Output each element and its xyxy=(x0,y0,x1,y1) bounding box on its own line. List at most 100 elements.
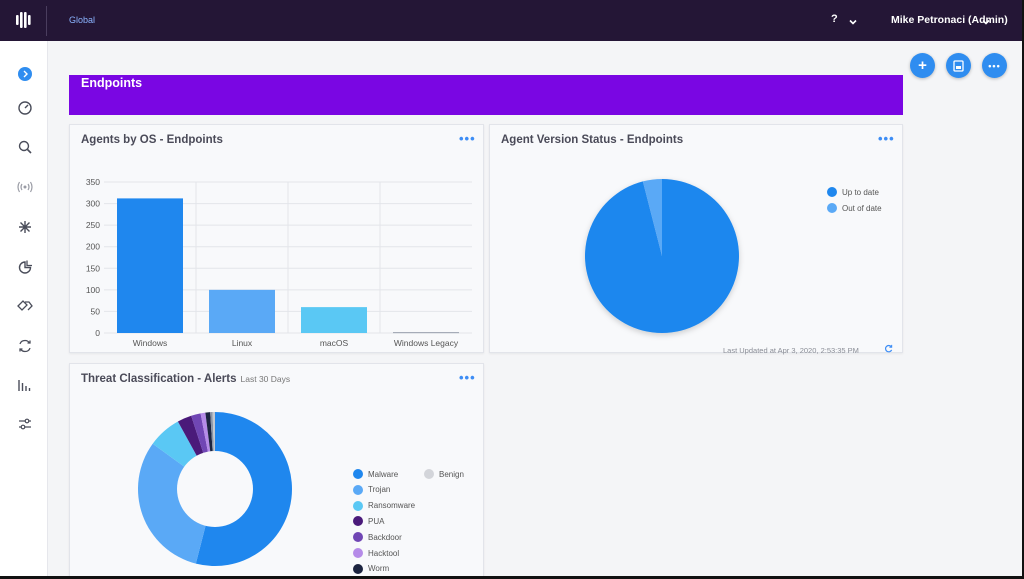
legend-label: Ransomware xyxy=(368,501,416,511)
sentinelone-logo-icon[interactable] xyxy=(14,10,34,30)
chevron-down-icon[interactable] xyxy=(981,14,991,32)
dashboard-gauge-icon xyxy=(18,101,32,115)
sidebar-item-threats[interactable] xyxy=(16,218,34,236)
user-menu[interactable]: Mike Petronaci (Admin) xyxy=(891,14,1008,26)
sidebar-item-tags[interactable] xyxy=(16,297,34,315)
sidebar-item-dashboard[interactable] xyxy=(16,99,34,117)
sidebar-item-reports[interactable] xyxy=(16,258,34,276)
sidebar-item-search[interactable] xyxy=(16,138,34,156)
chevron-down-icon[interactable] xyxy=(848,14,858,32)
legend-item[interactable]: Up to date xyxy=(827,187,879,197)
legend-item[interactable]: Benign xyxy=(424,469,464,479)
pie-slice[interactable] xyxy=(642,179,662,256)
legend-label: Out of date xyxy=(842,203,882,213)
bar[interactable] xyxy=(209,289,275,333)
legend-label: Trojan xyxy=(368,485,391,495)
sidebar-item-expand[interactable] xyxy=(16,65,34,83)
sync-icon xyxy=(19,339,31,353)
threat-classification-chart xyxy=(138,412,292,566)
x-tick-label: Windows xyxy=(133,338,167,348)
x-tick-label: macOS xyxy=(320,338,349,348)
x-tick-label: Windows Legacy xyxy=(394,338,459,348)
y-tick-label: 350 xyxy=(86,177,100,187)
network-broadcast-icon xyxy=(17,181,33,193)
y-tick-label: 0 xyxy=(95,328,100,338)
legend-label: Hacktool xyxy=(368,548,400,558)
expand-arrow-icon xyxy=(18,67,32,81)
sidebar-item-activity[interactable] xyxy=(16,376,34,394)
activity-bars-icon xyxy=(18,380,31,391)
panel-title-text: Threat Classification - Alerts xyxy=(81,373,237,385)
top-bar: Global ? Mike Petronaci (Admin) xyxy=(0,0,1022,41)
topbar-divider xyxy=(46,6,47,36)
dashboard-main: + ••• Endpoints Agents by OS - Endpoints… xyxy=(48,41,1022,576)
y-tick-label: 100 xyxy=(86,285,100,295)
add-widget-button[interactable]: + xyxy=(910,53,935,78)
panel-title: Threat Classification - Alerts Last 30 Da… xyxy=(81,373,290,385)
legend-swatch xyxy=(353,469,363,479)
legend-swatch xyxy=(353,516,363,527)
legend-label: Benign xyxy=(439,469,464,479)
y-tick-label: 300 xyxy=(86,199,100,209)
legend-swatch xyxy=(353,563,363,574)
panel-menu-button[interactable]: ••• xyxy=(459,131,476,146)
legend-swatch xyxy=(353,484,363,495)
legend-swatch xyxy=(827,203,837,213)
bar[interactable] xyxy=(393,332,459,334)
legend-item[interactable]: Backdoor xyxy=(353,532,402,543)
donut-slice[interactable] xyxy=(138,443,215,564)
threat-classification-panel: Threat Classification - Alerts Last 30 Da… xyxy=(69,363,484,576)
help-button[interactable]: ? xyxy=(831,13,838,25)
banner-title: Endpoints xyxy=(81,76,143,90)
threats-burst-icon xyxy=(19,221,31,233)
sidebar-item-settings[interactable] xyxy=(16,415,34,433)
save-dashboard-button[interactable] xyxy=(946,53,971,78)
legend-label: Worm xyxy=(368,564,390,574)
search-icon xyxy=(18,140,32,154)
panel-subtitle: Last 30 Days xyxy=(240,374,291,384)
more-actions-button[interactable]: ••• xyxy=(982,53,1007,78)
agents-by-os-panel: Agents by OS - Endpoints ••• 0 50 100 150 20… xyxy=(69,124,484,353)
agent-version-chart xyxy=(585,179,739,333)
y-tick-label: 250 xyxy=(86,220,100,230)
scope-selector[interactable]: Global xyxy=(69,15,96,25)
donut-hole xyxy=(177,451,253,527)
legend-swatch xyxy=(353,500,363,511)
bar[interactable] xyxy=(301,307,367,333)
tags-icon xyxy=(17,300,33,311)
legend-swatch xyxy=(424,469,434,479)
y-tick-label: 150 xyxy=(86,263,100,273)
legend-swatch xyxy=(827,187,837,197)
endpoints-banner: Endpoints xyxy=(69,75,903,115)
legend-item[interactable]: Hacktool xyxy=(353,548,399,558)
settings-sliders-icon xyxy=(19,418,31,430)
y-tick-label: 50 xyxy=(91,306,101,316)
panel-menu-button[interactable]: ••• xyxy=(878,131,895,146)
agents-by-os-chart: 0 50 100 150 200 250 300 350 Windows Linux macOS Wi… xyxy=(86,177,472,348)
sidebar-item-network[interactable] xyxy=(16,178,34,196)
legend-label: PUA xyxy=(368,516,385,526)
legend-label: Backdoor xyxy=(368,532,402,542)
bar[interactable] xyxy=(117,198,183,333)
legend-item[interactable]: Out of date xyxy=(827,203,882,213)
last-updated-text: Last Updated at Apr 3, 2020, 2:53:35 PM xyxy=(723,346,859,355)
legend-swatch xyxy=(353,548,363,558)
legend-label: Malware xyxy=(368,469,399,479)
more-dots-icon: ••• xyxy=(988,60,1001,71)
legend-item[interactable]: Trojan xyxy=(353,484,391,495)
sidebar xyxy=(0,41,48,576)
panel-title: Agents by OS - Endpoints xyxy=(81,134,223,146)
legend-item[interactable]: Malware xyxy=(353,469,398,479)
legend-swatch xyxy=(353,532,363,543)
agent-version-panel: Agent Version Status - Endpoints ••• Up … xyxy=(489,124,903,355)
sidebar-item-sync[interactable] xyxy=(16,337,34,355)
y-tick-label: 200 xyxy=(86,242,100,252)
plus-icon: + xyxy=(918,57,927,74)
legend-item[interactable]: PUA xyxy=(353,516,385,527)
refresh-icon[interactable] xyxy=(884,344,893,355)
panel-menu-button[interactable]: ••• xyxy=(459,370,476,385)
reports-pie-icon xyxy=(18,260,32,274)
legend-item[interactable]: Worm xyxy=(353,563,390,574)
legend-item[interactable]: Ransomware xyxy=(353,500,416,511)
